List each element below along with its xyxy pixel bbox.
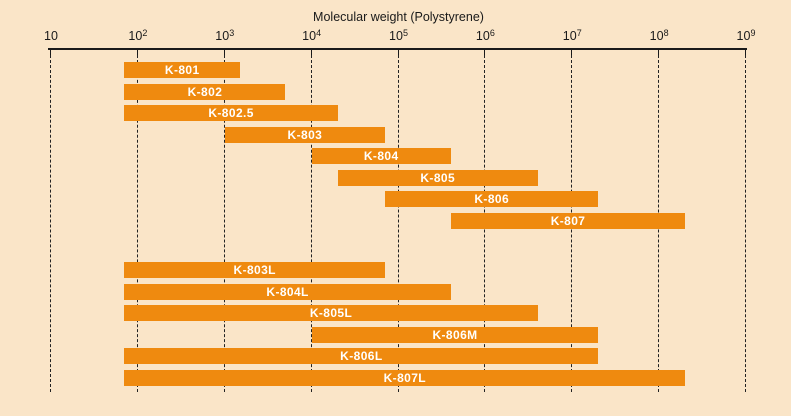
x-tick-mark [571, 50, 573, 55]
x-tick-mark [50, 50, 51, 55]
bar-label: K-805L [309, 306, 353, 320]
x-tick-mark [310, 50, 312, 55]
bar-k-803: K-803 [224, 126, 386, 143]
bar-label: K-806 [474, 192, 510, 206]
bar-k-804: K-804 [311, 148, 451, 164]
bar-label: K-805 [420, 170, 456, 185]
x-tick-label: 10 [44, 29, 58, 43]
gridline [50, 55, 51, 392]
bar-k-807l: K-807L [124, 369, 686, 386]
x-tick-mark [223, 50, 225, 55]
x-tick-mark [484, 50, 486, 55]
gridline [136, 55, 138, 392]
bar-k-804l: K-804L [124, 283, 451, 300]
x-tick-mark [397, 50, 399, 55]
x-axis-title: Molecular weight (Polystyrene) [313, 10, 484, 24]
x-tick-label: 109 [736, 28, 756, 44]
bar-k-801: K-801 [124, 62, 241, 78]
x-tick-mark [745, 50, 746, 55]
x-tick-label: 104 [302, 28, 322, 44]
x-tick-mark [658, 50, 660, 55]
gridline [223, 55, 225, 392]
bar-label: K-802 [187, 84, 223, 99]
bar-k-805l: K-805L [124, 305, 538, 321]
bar-k-802-5: K-802.5 [124, 105, 338, 121]
bar-k-807: K-807 [450, 212, 686, 229]
bar-label: K-803 [287, 127, 323, 142]
x-tick-label: 105 [389, 28, 408, 44]
x-axis-line [48, 48, 747, 50]
bar-label: K-806M [432, 327, 478, 342]
x-tick-label: 107 [562, 28, 582, 44]
plot-area: Molecular weight (Polystyrene) 10 102 103 1… [44, 0, 755, 416]
bar-label: K-804L [266, 284, 309, 299]
gridline [745, 55, 746, 392]
bar-label: K-801 [164, 63, 200, 77]
bar-k-803l: K-803L [124, 262, 386, 278]
bar-label: K-807 [550, 213, 586, 228]
bar-k-806m: K-806M [311, 326, 599, 343]
bar-label: K-802.5 [208, 106, 254, 120]
bar-label: K-804 [363, 149, 399, 163]
bar-k-806l: K-806L [124, 348, 599, 364]
x-tick-mark [136, 50, 138, 55]
bar-k-802: K-802 [124, 83, 286, 100]
bar-label: K-807L [383, 370, 427, 385]
x-tick-label: 103 [215, 28, 235, 44]
bar-label: K-803L [233, 263, 276, 277]
gridline [397, 55, 399, 392]
x-tick-label: 108 [649, 28, 669, 44]
x-tick-label: 102 [128, 28, 148, 44]
bar-k-805: K-805 [337, 169, 538, 186]
bar-label: K-806L [340, 349, 383, 363]
gridline [310, 55, 312, 392]
bar-k-806: K-806 [385, 191, 599, 207]
x-tick-label: 106 [475, 28, 495, 44]
